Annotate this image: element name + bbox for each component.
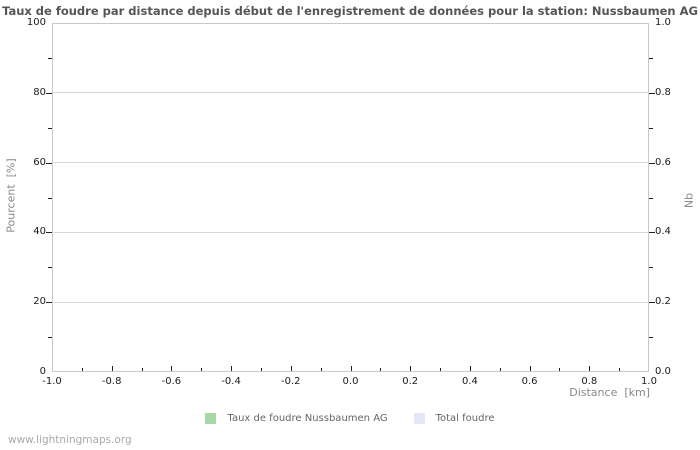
x-major-tick	[529, 366, 531, 371]
x-minor-tick	[260, 368, 262, 371]
y-right-tick-label: 0.0	[655, 366, 671, 377]
x-minor-tick	[499, 368, 501, 371]
y-right-major-tick	[649, 232, 655, 234]
x-minor-tick	[559, 368, 561, 371]
x-major-tick	[111, 366, 113, 371]
x-tick-label: -0.6	[161, 376, 182, 387]
x-tick-label: 0.2	[402, 376, 419, 387]
x-minor-tick	[81, 368, 83, 371]
legend-item: Total foudre	[413, 412, 495, 424]
x-tick-label: -1.0	[42, 376, 62, 387]
y-left-tick-label: 20	[33, 296, 46, 308]
y-left-tick-label: 40	[33, 226, 46, 238]
y-left-major-tick	[46, 232, 52, 234]
x-major-tick	[171, 366, 173, 371]
x-minor-tick	[141, 368, 143, 371]
x-major-tick	[469, 366, 471, 371]
x-tick-label: -0.2	[281, 376, 301, 387]
major-gridline	[52, 92, 649, 94]
x-tick-label: 1.0	[641, 376, 657, 387]
y-left-minor-tick	[48, 127, 52, 129]
y-right-major-tick	[649, 162, 655, 164]
y-left-minor-tick	[48, 337, 52, 339]
y-right-tick-label: 1.0	[655, 17, 671, 28]
y-left-tick-label: 100	[26, 17, 46, 28]
legend-label: Total foudre	[435, 412, 495, 424]
legend-label: Taux de foudre Nussbaumen AG	[227, 412, 388, 424]
y-right-tick-label: 0.2	[655, 296, 671, 308]
y-left-major-tick	[46, 302, 52, 304]
y-left-major-tick	[46, 92, 52, 94]
x-minor-tick	[380, 368, 382, 371]
y-right-tick-label: 0.6	[655, 156, 671, 168]
legend-item: Taux de foudre Nussbaumen AG	[205, 412, 388, 424]
x-tick-label: 0.4	[461, 376, 478, 387]
y-right-minor-tick	[649, 127, 653, 129]
y-right-minor-tick	[649, 197, 653, 199]
y-left-tick-label: 0	[39, 366, 46, 377]
y-left-tick-label: 80	[33, 86, 46, 98]
plot-area	[52, 23, 649, 372]
legend: Taux de foudre Nussbaumen AG Total foudre	[0, 410, 700, 426]
x-axis-label: Distance [km]	[569, 386, 650, 399]
x-tick-label: -0.8	[101, 376, 122, 387]
x-tick-label: 0.0	[342, 376, 359, 387]
y-right-tick-label: 0.4	[655, 226, 671, 238]
y-right-minor-tick	[649, 337, 653, 339]
y-left-major-tick	[46, 162, 52, 164]
y-right-major-tick	[649, 302, 655, 304]
legend-swatch-icon	[413, 412, 425, 424]
x-minor-tick	[440, 368, 442, 371]
x-major-tick	[589, 366, 591, 371]
y-right-minor-tick	[649, 57, 653, 59]
x-minor-tick	[320, 368, 322, 371]
legend-swatch-icon	[205, 412, 217, 424]
x-tick-label: 0.6	[521, 376, 538, 387]
y-left-minor-tick	[48, 57, 52, 59]
y-left-minor-tick	[48, 267, 52, 269]
x-major-tick	[231, 366, 233, 371]
major-gridline	[52, 301, 649, 303]
x-minor-tick	[619, 368, 621, 371]
x-tick-label: 0.8	[581, 376, 598, 387]
y-right-minor-tick	[649, 267, 653, 269]
chart-title: Taux de foudre par distance depuis début…	[2, 4, 698, 18]
y-right-tick-label: 0.8	[655, 86, 671, 98]
y-left-tick-label: 60	[33, 156, 46, 168]
y-left-minor-tick	[48, 197, 52, 199]
x-minor-tick	[201, 368, 203, 371]
x-tick-label: -0.4	[221, 376, 241, 387]
x-major-tick	[290, 366, 292, 371]
x-major-tick	[350, 366, 352, 371]
major-gridline	[52, 231, 649, 233]
x-major-tick	[410, 366, 412, 371]
footer-link[interactable]: www.lightningmaps.org	[8, 434, 132, 446]
y-right-major-tick	[649, 92, 655, 94]
major-gridline	[52, 162, 649, 164]
